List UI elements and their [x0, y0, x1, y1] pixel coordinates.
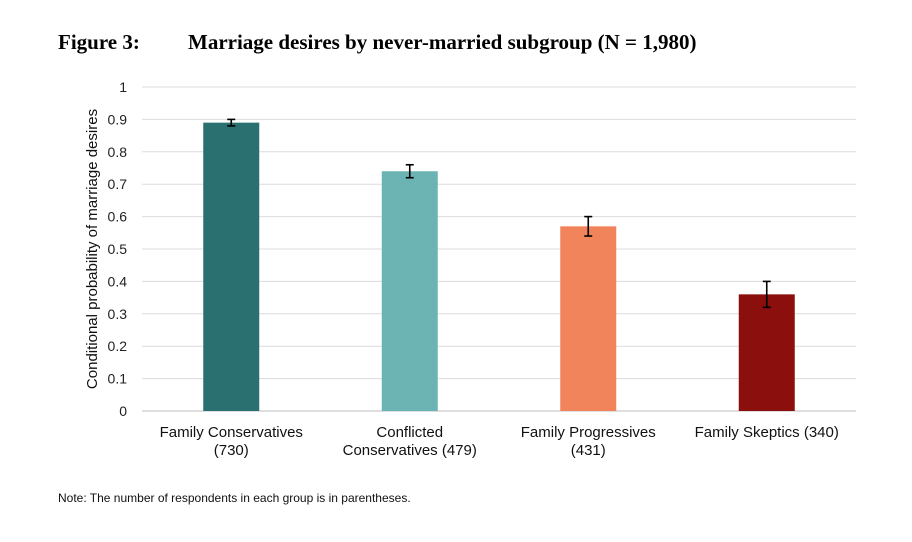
category-label: Family Skeptics (340) [695, 424, 839, 441]
y-tick-label: 1 [119, 79, 127, 95]
y-tick-label: 0.4 [108, 273, 128, 289]
category-label: Conflicted [376, 424, 443, 441]
y-axis-label: Conditional probability of marriage desi… [84, 109, 101, 389]
bar [381, 171, 438, 411]
y-tick-label: 0.1 [108, 371, 128, 387]
y-tick-label: 0.9 [108, 111, 128, 127]
error-bars [227, 118, 771, 309]
y-axis-ticks: 0 0.1 0.2 0.3 0.4 0.5 0.6 0.7 0.8 0.9 1 [108, 79, 128, 419]
bar [560, 226, 617, 411]
figure-title: Figure 3: Marriage desires by never-marri… [58, 30, 697, 55]
gridlines [142, 86, 856, 412]
x-axis-categories: Family Conservatives(730) ConflictedConse… [160, 424, 839, 459]
y-tick-label: 0.3 [108, 306, 128, 322]
y-tick-label: 0.5 [108, 241, 128, 257]
category-label: Family Conservatives [160, 424, 303, 441]
category-label: (730) [214, 442, 249, 459]
category-label: Conservatives (479) [343, 442, 477, 459]
bar [738, 294, 795, 411]
y-tick-label: 0.7 [108, 176, 128, 192]
figure-label: Figure 3: [58, 30, 140, 54]
category-label: Family Progressives [521, 424, 656, 441]
y-tick-label: 0.8 [108, 144, 128, 160]
y-tick-label: 0 [119, 403, 127, 419]
y-tick-label: 0.6 [108, 209, 128, 225]
bar [203, 122, 260, 411]
figure-note: Note: The number of respondents in each … [58, 491, 411, 505]
category-label: (431) [571, 442, 606, 459]
figure-title-text: Marriage desires by never-married subgro… [188, 30, 697, 54]
y-tick-label: 0.2 [108, 338, 128, 354]
bars [203, 122, 795, 411]
